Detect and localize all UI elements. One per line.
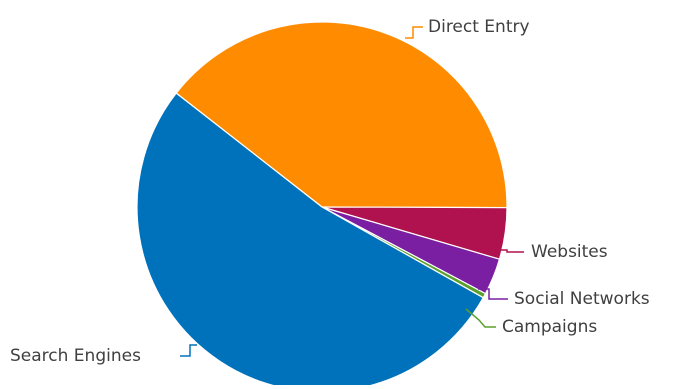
- leader-line-search-engines: [180, 344, 197, 357]
- data-labels-layer: Direct Entry Websites Social Networks Campa…: [10, 17, 650, 366]
- data-label-websites: Websites: [531, 242, 608, 262]
- slices-layer: [136, 21, 508, 389]
- pie-slice-search-engines: [136, 92, 484, 389]
- pie-slice-direct-entry: [175, 21, 508, 209]
- leader-line-campaigns: [465, 308, 496, 328]
- data-label-direct-entry: Direct Entry: [428, 17, 530, 37]
- leader-line-websites: [497, 249, 524, 253]
- leader-lines-layer: [180, 26, 524, 357]
- leader-line-social-networks: [478, 288, 508, 300]
- data-label-campaigns: Campaigns: [502, 317, 597, 337]
- leader-line-direct-entry: [405, 26, 423, 39]
- data-label-search-engines: Search Engines: [10, 346, 141, 366]
- data-label-social-networks: Social Networks: [514, 289, 650, 309]
